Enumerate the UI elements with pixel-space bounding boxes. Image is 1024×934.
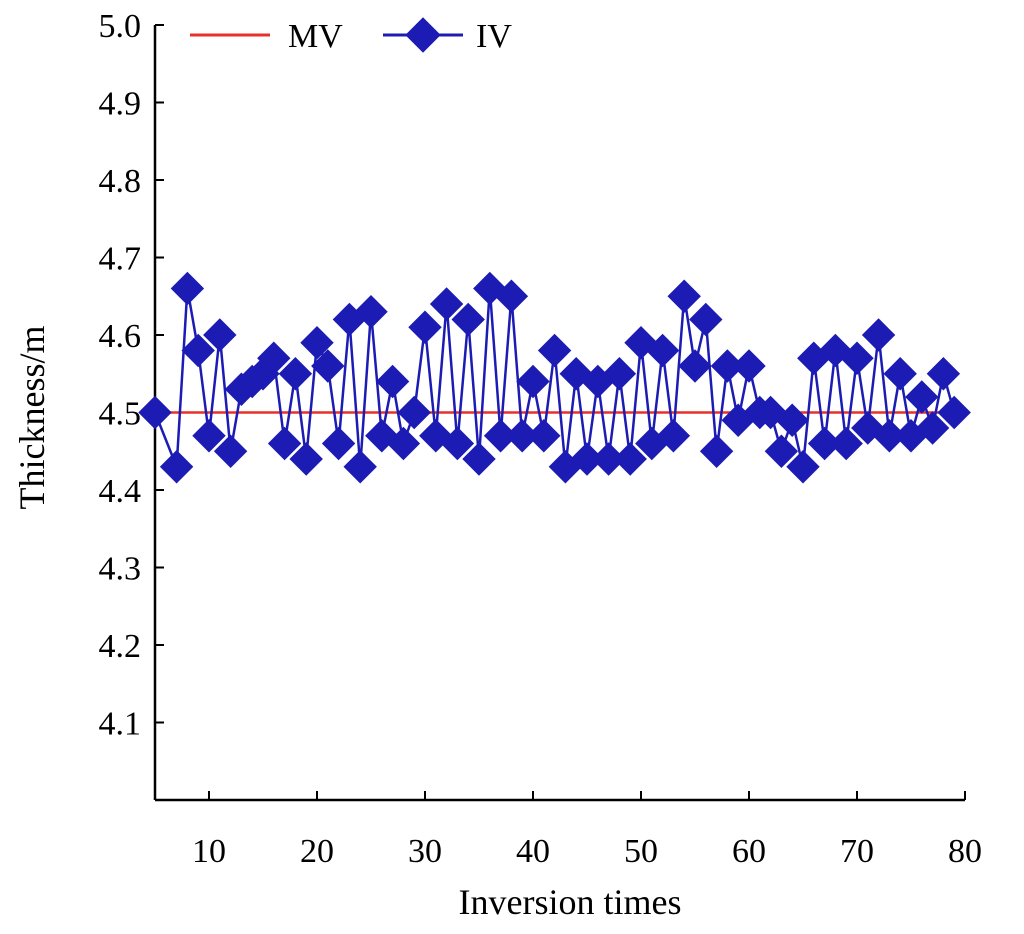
data-point-iv [289,442,323,476]
x-tick-label: 60 [732,833,766,870]
y-tick-label: 4.9 [99,86,142,123]
data-point-iv [321,426,356,461]
data-point-iv [527,419,561,453]
data-point-iv [300,326,334,360]
data-point-iv [375,364,410,399]
data-point-iv [354,295,388,329]
series-iv [138,271,971,484]
data-point-iv [429,287,464,321]
x-tick-label: 80 [948,833,982,870]
data-point-iv [656,419,691,453]
y-tick-label: 4.6 [99,318,142,355]
data-point-iv [645,333,680,368]
data-point-iv [516,364,550,399]
data-point-iv [159,450,194,484]
data-point-iv [764,434,799,468]
data-point-iv [602,357,637,391]
y-tick-label: 4.2 [99,628,142,665]
data-point-iv [689,302,723,337]
data-point-iv [915,411,950,445]
y-axis-title: Thickness/m [12,326,52,510]
data-point-iv [181,333,215,368]
y-tick-label: 4.1 [99,706,142,743]
data-point-iv [937,395,971,430]
y-tick-label: 5.0 [99,8,142,45]
data-point-iv [883,357,917,391]
x-tick-label: 40 [516,833,550,870]
x-tick-label: 70 [840,833,874,870]
data-point-iv [678,349,712,383]
data-point-iv [786,450,820,484]
data-point-iv [192,419,226,453]
y-tick-label: 4.3 [99,551,142,588]
x-tick-label: 10 [192,833,226,870]
y-tick-label: 4.4 [99,473,142,510]
data-point-iv [699,434,734,468]
data-point-iv [267,426,302,461]
data-point-iv [732,349,766,383]
data-point-iv [775,403,809,437]
data-point-iv [440,426,475,461]
data-point-iv [343,450,377,484]
data-point-iv [170,271,205,306]
data-point-iv [829,426,863,461]
data-point-iv [408,310,442,344]
legend-swatch-iv-marker [405,17,441,53]
legend-label-mv: MV [288,18,343,55]
series-layer [138,271,971,484]
data-point-iv [667,279,701,313]
data-point-iv [494,279,529,313]
x-axis-title: Inversion times [459,882,682,922]
data-point-iv [613,442,647,476]
data-point-iv [861,318,896,352]
data-point-iv [203,318,237,352]
data-point-iv [451,302,485,337]
axes: 4.1 4.2 4.3 4.4 4.5 4.6 4.7 4.8 4.9 5.0 10 20 30 40 50… [99,8,983,870]
data-point-iv [311,349,345,383]
data-point-iv [138,395,172,430]
data-point-iv [905,380,939,414]
data-point-iv [386,426,421,461]
x-tick-label: 20 [300,833,334,870]
x-tick-label: 50 [624,833,658,870]
data-point-iv [213,434,248,468]
legend-label-iv: IV [476,18,512,55]
x-tick-label: 30 [408,833,442,870]
y-tick-label: 4.5 [99,396,142,433]
data-point-iv [926,357,961,391]
legend: MV IV [190,17,512,55]
data-point-iv [257,341,291,375]
data-point-iv [840,341,874,375]
data-point-iv [278,357,313,391]
data-point-iv [462,442,496,476]
y-tick-label: 4.8 [99,163,142,200]
y-tick-label: 4.7 [99,241,142,278]
data-point-iv [397,395,431,430]
data-point-iv [537,333,572,368]
